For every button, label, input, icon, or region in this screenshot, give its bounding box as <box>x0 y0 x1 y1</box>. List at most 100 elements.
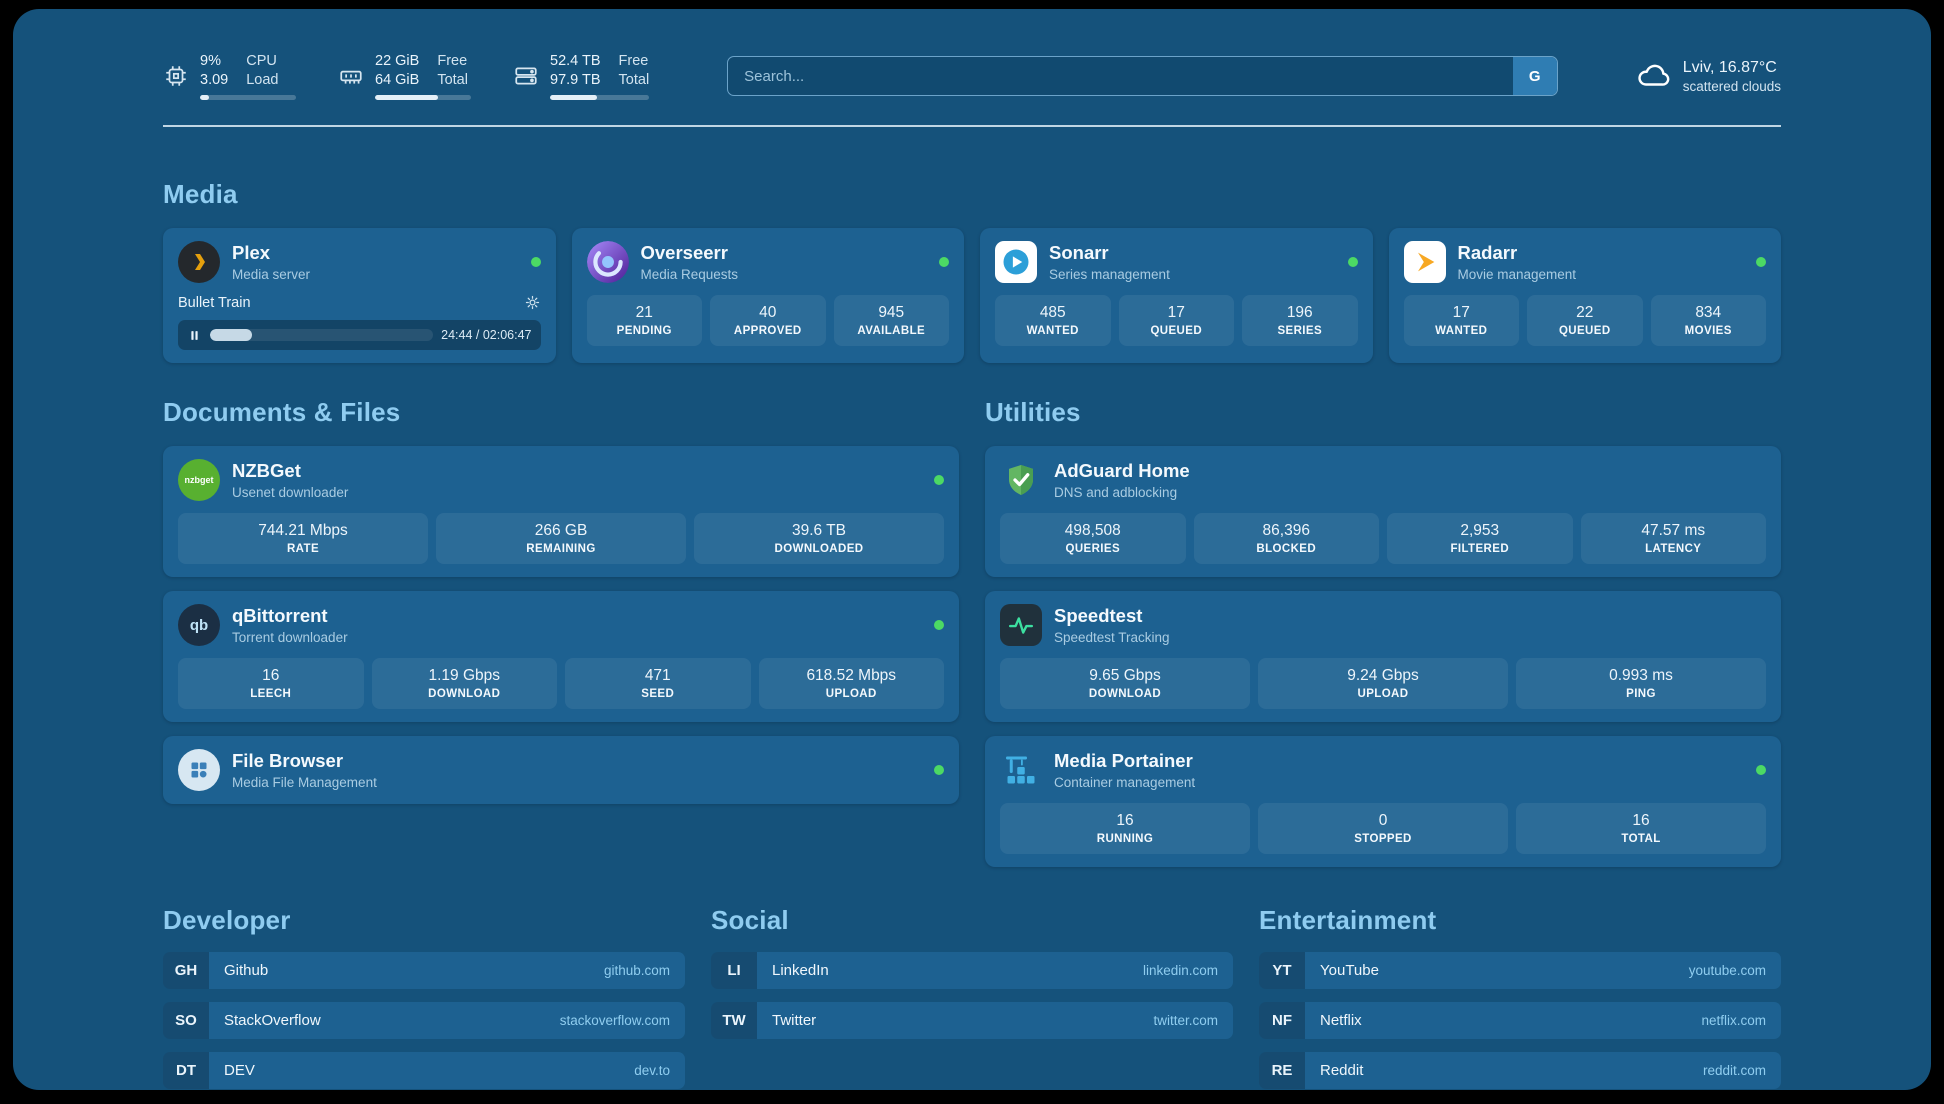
stat-tile: 0 STOPPED <box>1258 803 1508 854</box>
stat-value: 17 <box>1167 304 1185 321</box>
app-card-radarr[interactable]: Radarr Movie management 17 WANTED 22 QUE… <box>1388 228 1781 363</box>
bookmark-reddit[interactable]: RE Reddit reddit.com <box>1259 1052 1781 1089</box>
dashboard: 9% 3.09 CPU Load <box>13 9 1931 1090</box>
stat-label: QUEUED <box>1150 325 1203 337</box>
app-card-nzbget[interactable]: nzbget NZBGet Usenet downloader 744.21 M… <box>163 446 959 577</box>
stat-tile: 16 RUNNING <box>1000 803 1250 854</box>
stat-tile: 9.24 Gbps UPLOAD <box>1258 658 1508 709</box>
app-card-portainer[interactable]: Media Portainer Container management 16 … <box>985 736 1781 867</box>
app-card-plex[interactable]: Plex Media server Bullet Train <box>163 228 556 363</box>
bookmark-netflix[interactable]: NF Netflix netflix.com <box>1259 1002 1781 1039</box>
cloud-icon <box>1638 64 1670 86</box>
filebrowser-icon <box>178 749 220 791</box>
stat-tile: 744.21 Mbps RATE <box>178 513 428 564</box>
section-documents: Documents & Files nzbget NZBGet Usenet d… <box>163 397 959 867</box>
weather-widget: Lviv, 16.87°C scattered clouds <box>1636 59 1781 94</box>
stat-value: 744.21 Mbps <box>258 522 348 539</box>
stat-label: PENDING <box>616 325 672 337</box>
bookmark-name: LinkedIn <box>772 962 829 979</box>
now-playing-title: Bullet Train <box>178 294 251 311</box>
memory-total-value: 64 GiB <box>375 71 420 88</box>
disk-free-label: Free <box>618 52 649 69</box>
stat-value: 9.65 Gbps <box>1089 667 1161 684</box>
section-title-entertainment: Entertainment <box>1259 905 1437 935</box>
stat-tile: 22 QUEUED <box>1527 295 1643 346</box>
bookmark-name: Twitter <box>772 1012 817 1029</box>
stat-tile: 471 SEED <box>565 658 751 709</box>
app-name: Sonarr <box>1049 242 1109 264</box>
pause-button[interactable] <box>187 328 202 343</box>
radarr-icon <box>1403 241 1446 283</box>
bookmark-name: Github <box>224 962 269 979</box>
stat-tile: 16 TOTAL <box>1516 803 1766 854</box>
app-card-filebrowser[interactable]: File Browser Media File Management <box>163 736 959 804</box>
stat-label: TOTAL <box>1621 833 1661 845</box>
app-card-qbittorrent[interactable]: qb qBittorrent Torrent downloader 16 LEE… <box>163 591 959 722</box>
app-card-adguard[interactable]: AdGuard Home DNS and adblocking 498,508 … <box>985 446 1781 577</box>
bookmark-group-entertainment: Entertainment YT YouTube youtube.com NF … <box>1259 905 1781 1089</box>
stat-value: 498,508 <box>1064 522 1121 539</box>
stat-tile: 39.6 TB DOWNLOADED <box>694 513 944 564</box>
stat-tile: 498,508 QUERIES <box>1000 513 1186 564</box>
stat-label: DOWNLOAD <box>1088 688 1162 700</box>
stat-label: DOWNLOAD <box>428 688 501 700</box>
bookmark-group-developer: Developer GH Github github.com SO StackO… <box>163 905 685 1089</box>
stat-tile: 9.65 Gbps DOWNLOAD <box>1000 658 1250 709</box>
section-title-social: Social <box>711 905 789 935</box>
stat-label: SEED <box>641 688 675 700</box>
plex-icon <box>178 241 220 283</box>
app-name: Media Portainer <box>1054 750 1193 772</box>
stat-label: MOVIES <box>1684 325 1732 337</box>
stat-label: APPROVED <box>733 325 802 337</box>
bookmark-name: Netflix <box>1320 1012 1362 1029</box>
app-card-speedtest[interactable]: Speedtest Speedtest Tracking 9.65 Gbps D… <box>985 591 1781 722</box>
bookmark-url: youtube.com <box>1688 963 1766 978</box>
status-indicator <box>530 257 541 267</box>
bookmark-url: twitter.com <box>1153 1013 1218 1028</box>
bookmark-stackoverflow[interactable]: SO StackOverflow stackoverflow.com <box>163 1002 685 1039</box>
qbittorrent-icon: qb <box>178 604 220 646</box>
cpu-widget: 9% 3.09 CPU Load <box>163 52 296 101</box>
stat-label: QUEUED <box>1558 325 1611 337</box>
app-name: File Browser <box>232 750 344 772</box>
playback-progress-track[interactable] <box>210 329 434 341</box>
bookmark-name: StackOverflow <box>224 1012 321 1029</box>
app-card-sonarr[interactable]: Sonarr Series management 485 WANTED 17 Q… <box>980 228 1373 363</box>
stat-value: 2,953 <box>1460 522 1500 539</box>
stat-label: FILTERED <box>1450 543 1510 555</box>
stat-value: 40 <box>759 304 777 321</box>
bookmark-dev[interactable]: DT DEV dev.to <box>163 1052 685 1089</box>
app-card-overseerr[interactable]: Overseerr Media Requests 21 PENDING 40 A… <box>571 228 964 363</box>
stat-tile: 945 AVAILABLE <box>833 295 949 346</box>
bookmark-linkedin[interactable]: LI LinkedIn linkedin.com <box>711 952 1233 989</box>
search-provider-button[interactable]: G <box>1512 57 1557 95</box>
app-description: Movie management <box>1457 266 1577 282</box>
app-description: Series management <box>1049 266 1170 282</box>
app-name: Overseerr <box>640 242 728 264</box>
memory-free-label: Free <box>437 52 468 69</box>
app-name: Plex <box>232 242 271 264</box>
memory-progress-bar <box>375 95 471 101</box>
bookmark-abbr: GH <box>163 952 209 989</box>
search-input[interactable] <box>728 57 1513 95</box>
bookmark-abbr: SO <box>163 1002 209 1039</box>
stat-label: UPLOAD <box>1357 688 1409 700</box>
app-name: qBittorrent <box>232 605 328 627</box>
topbar-divider <box>163 125 1781 127</box>
cpu-load-value: 3.09 <box>200 71 229 88</box>
stat-tile: 86,396 BLOCKED <box>1193 513 1379 564</box>
bookmark-url: github.com <box>603 963 670 978</box>
bookmark-github[interactable]: GH Github github.com <box>163 952 685 989</box>
overseerr-icon <box>586 241 629 283</box>
bookmark-twitter[interactable]: TW Twitter twitter.com <box>711 1002 1233 1039</box>
cpu-progress-bar <box>200 95 296 101</box>
stat-label: SERIES <box>1277 325 1323 337</box>
settings-icon[interactable] <box>524 294 541 311</box>
stat-tile: 17 WANTED <box>1403 295 1519 346</box>
stat-label: LATENCY <box>1645 543 1702 555</box>
bookmark-youtube[interactable]: YT YouTube youtube.com <box>1259 952 1781 989</box>
stat-value: 485 <box>1039 304 1066 321</box>
stat-value: 1.19 Gbps <box>428 667 501 684</box>
sonarr-icon <box>995 241 1037 283</box>
app-description: Speedtest Tracking <box>1054 629 1170 645</box>
